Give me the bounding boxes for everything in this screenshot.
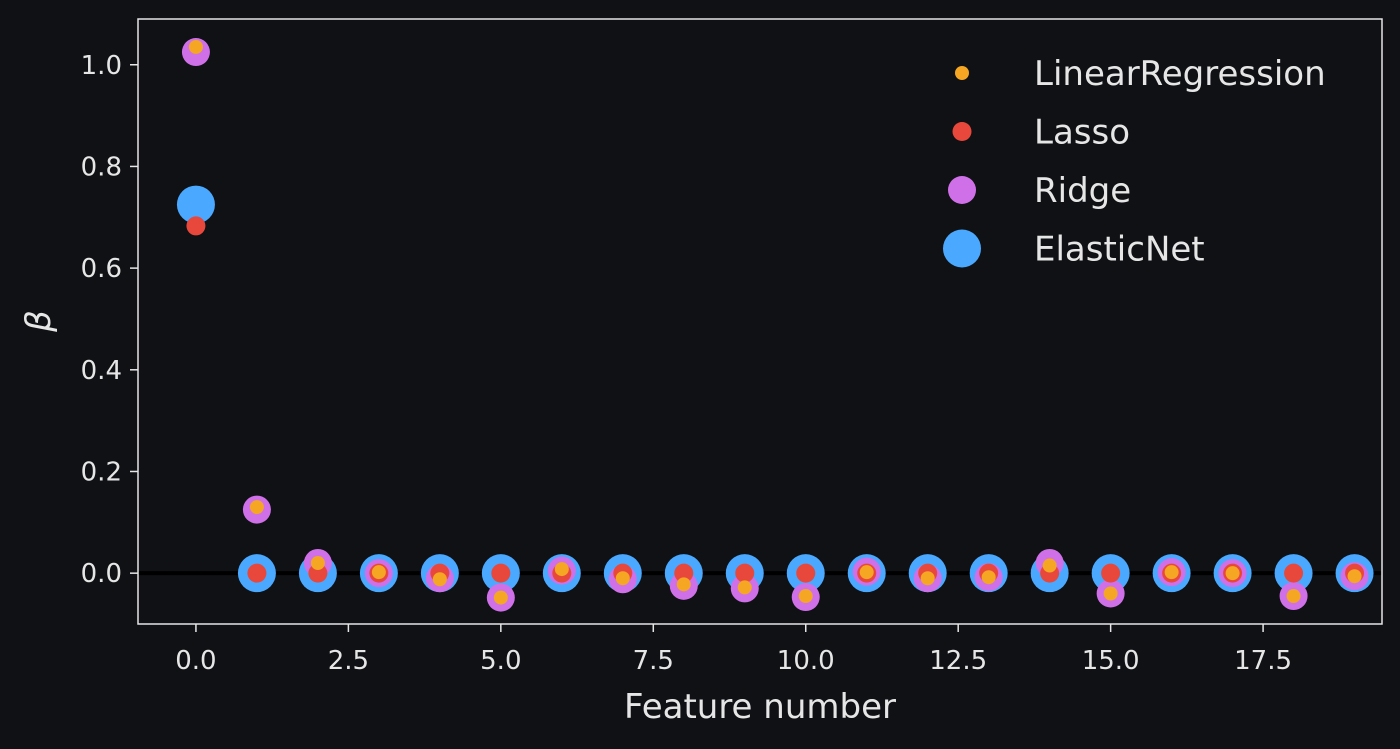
point-linearregression <box>859 565 874 580</box>
x-tick-label: 7.5 <box>633 646 674 676</box>
y-tick-label: 0.0 <box>81 559 122 589</box>
y-axis-title: β <box>19 310 59 333</box>
y-tick-label: 1.0 <box>81 51 122 81</box>
point-linearregression <box>249 500 264 515</box>
x-tick-label: 2.5 <box>328 646 369 676</box>
point-linearregression <box>1042 558 1057 573</box>
x-tick-label: 0.0 <box>175 646 216 676</box>
point-linearregression <box>493 590 508 605</box>
point-lasso <box>1101 563 1121 583</box>
point-linearregression <box>1347 569 1362 584</box>
point-linearregression <box>920 571 935 586</box>
point-linearregression <box>1286 589 1301 604</box>
x-tick-label: 10.0 <box>777 646 835 676</box>
point-linearregression <box>676 577 691 592</box>
point-elasticnet <box>176 185 215 224</box>
y-tick-label: 0.8 <box>81 152 122 182</box>
point-lasso <box>735 563 755 583</box>
point-lasso <box>491 563 511 583</box>
point-linearregression <box>310 555 325 570</box>
x-tick-label: 17.5 <box>1234 646 1292 676</box>
point-linearregression <box>737 580 752 595</box>
y-axis: 0.0 0.2 0.4 0.6 0.8 1.0 <box>81 51 138 589</box>
legend-marker-lasso <box>952 122 972 141</box>
legend-label-lasso: Lasso <box>1034 113 1130 153</box>
legend-marker-linearregression <box>955 66 969 80</box>
point-linearregression <box>554 562 569 577</box>
x-tick-label: 15.0 <box>1082 646 1140 676</box>
point-linearregression <box>188 39 203 54</box>
y-tick-label: 0.6 <box>81 254 122 284</box>
series-linearregression <box>188 39 1362 605</box>
point-linearregression <box>1164 565 1179 580</box>
point-linearregression <box>1103 586 1118 601</box>
y-tick-label: 0.4 <box>81 356 122 386</box>
point-lasso <box>796 563 816 583</box>
point-linearregression <box>981 570 996 585</box>
legend-label-ridge: Ridge <box>1034 171 1131 211</box>
x-axis-title: Feature number <box>624 687 896 727</box>
legend-label-elasticnet: ElasticNet <box>1034 230 1205 270</box>
legend-label-linearregression: LinearRegression <box>1034 54 1326 94</box>
point-lasso <box>1284 563 1304 583</box>
point-lasso <box>247 563 267 583</box>
point-lasso <box>308 563 328 583</box>
legend: LinearRegression Lasso Ridge ElasticNet <box>943 54 1326 270</box>
point-linearregression <box>1225 566 1240 581</box>
plot-background <box>138 19 1382 624</box>
point-lasso <box>186 216 206 236</box>
point-linearregression <box>798 589 813 604</box>
point-lasso <box>674 563 694 583</box>
points-layer <box>176 38 1374 612</box>
point-linearregression <box>615 571 630 586</box>
point-linearregression <box>432 572 447 587</box>
x-tick-label: 12.5 <box>929 646 987 676</box>
legend-marker-elasticnet <box>943 229 981 268</box>
y-tick-label: 0.2 <box>81 457 122 487</box>
plot-frame <box>137 18 1383 625</box>
x-axis: 0.0 2.5 5.0 7.5 10.0 12.5 15.0 17.5 <box>175 624 1292 676</box>
point-linearregression <box>371 565 386 580</box>
legend-marker-ridge <box>948 176 976 204</box>
x-tick-label: 5.0 <box>480 646 521 676</box>
